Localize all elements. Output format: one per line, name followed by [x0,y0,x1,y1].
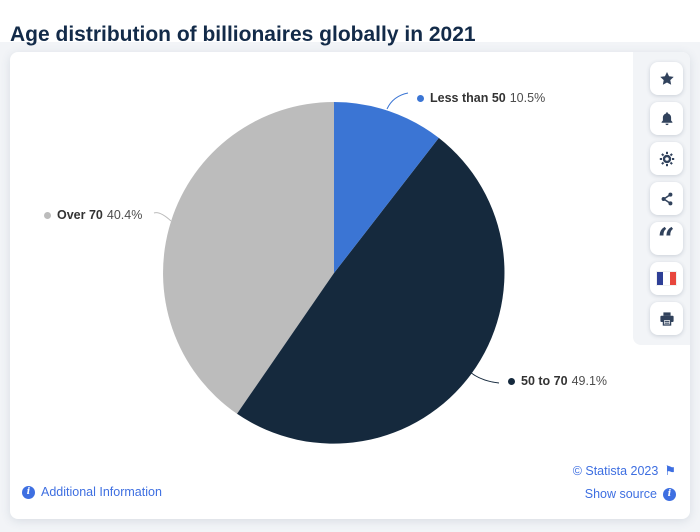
pie-slice-1[interactable] [237,137,505,444]
pie-svg[interactable] [10,52,690,519]
info-icon [22,485,35,499]
french-flag-icon [657,272,676,285]
legend-dot-over-70 [44,211,51,219]
slice-value: 49.1% [571,374,608,388]
legend-dot-less-than-50 [417,94,424,102]
chart-card: Less than 50 10.5% 50 to 70 49.1% Over 7… [10,52,690,519]
slice-name: Less than 50 [430,91,506,105]
page-title: Age distribution of billionaires globall… [10,23,476,47]
additional-information-label: Additional Information [41,485,162,499]
show-source-label: Show source [584,487,657,501]
quote-icon [657,227,677,253]
settings-button[interactable] [650,142,683,175]
pie-slice-2[interactable] [163,102,334,414]
pie-slice-0[interactable] [334,102,439,273]
footer-source-links: © Statista 2023 Show source [573,464,676,501]
gear-icon [659,151,674,166]
slice-name: 50 to 70 [521,374,568,388]
slice-value: 10.5% [509,91,546,105]
show-source-link[interactable]: Show source [585,487,676,501]
legend-dot-50-to-70 [508,377,515,385]
copyright-label: © Statista 2023 [572,464,659,478]
slice-label-less-than-50: Less than 50 10.5% [417,91,545,105]
callout-50-to-70 [469,371,500,384]
printer-icon [659,311,674,326]
citation-button[interactable] [650,222,683,255]
banner-flag-icon [664,464,676,478]
language-french-button[interactable] [650,262,683,295]
alerts-button[interactable] [650,102,683,135]
additional-information-link[interactable]: Additional Information [22,485,162,499]
favorite-button[interactable] [650,62,683,95]
print-button[interactable] [650,302,683,335]
share-button[interactable] [650,182,683,215]
info-icon [663,487,676,501]
bell-icon [661,111,672,125]
slice-name: Over 70 [57,208,103,222]
slice-value: 40.4% [106,208,143,222]
callout-over-70 [153,212,172,222]
slice-label-over-70: Over 70 40.4% [44,208,142,222]
star-icon [659,71,674,85]
slice-label-50-to-70: 50 to 70 49.1% [508,374,607,388]
callout-less-than-50 [386,92,409,110]
share-icon [661,192,672,205]
copyright-link[interactable]: © Statista 2023 [573,464,676,478]
